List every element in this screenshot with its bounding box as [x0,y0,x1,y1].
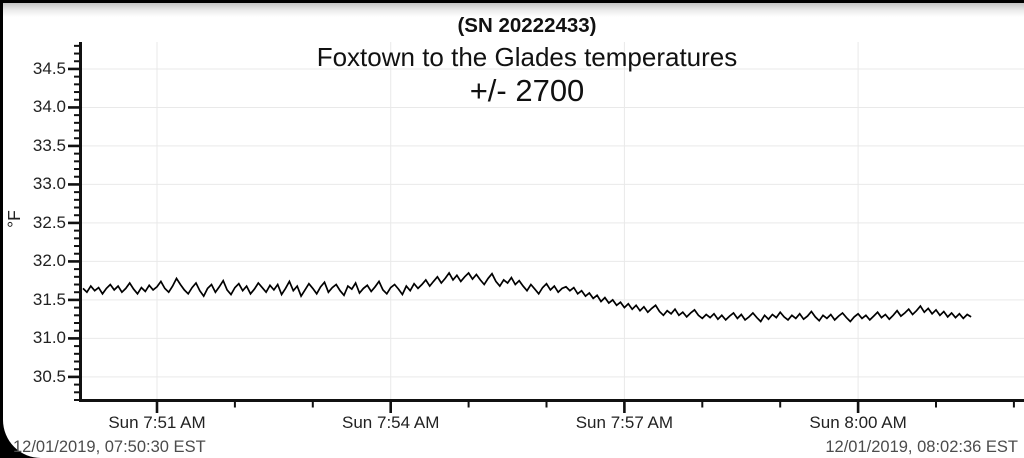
end-timestamp: 12/01/2019, 08:02:36 EST [825,438,1018,456]
y-axis-unit-label: °F [4,210,24,228]
x-tick-label: Sun 7:51 AM [108,413,206,432]
top-shadow [3,3,1024,17]
x-tick-label: Sun 7:54 AM [342,413,440,432]
y-tick-label: 32.5 [32,212,66,232]
app-panel [3,3,1024,458]
y-tick-label: 33.0 [32,174,66,194]
y-tick-label: 32.0 [32,251,66,271]
x-tick-label: Sun 8:00 AM [809,413,907,432]
chart-title: Foxtown to the Glades temperatures [316,42,738,72]
temperature-series-line [82,271,972,323]
y-tick-label: 34.5 [32,58,66,78]
chart-serial-number: (SN 20222433) [457,14,597,37]
y-tick-label: 31.5 [32,289,66,309]
y-tick-label: 30.5 [32,366,66,386]
y-tick-label: 31.0 [32,328,66,348]
start-timestamp: 12/01/2019, 07:50:30 EST [13,438,206,456]
chart-subtitle: +/- 2700 [469,73,585,108]
x-tick-label: Sun 7:57 AM [575,413,674,432]
y-tick-label: 33.5 [32,135,66,155]
y-tick-label: 34.0 [32,97,66,117]
